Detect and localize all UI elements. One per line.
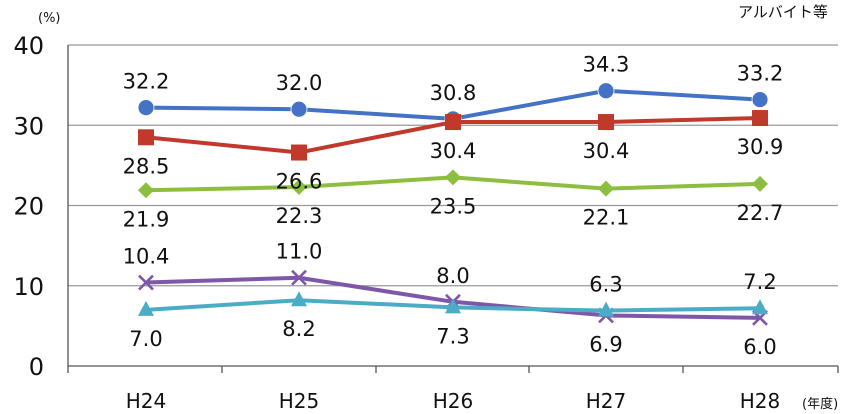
y-tick-label: 20 — [13, 193, 44, 221]
data-point — [752, 110, 768, 127]
x-axis-unit: (年度) — [802, 396, 838, 412]
data-point — [445, 298, 461, 314]
data-point — [598, 114, 614, 131]
data-label: 30.8 — [430, 81, 477, 105]
data-label: 26.6 — [276, 170, 323, 194]
data-point — [597, 82, 615, 100]
legend-fragment: アルバイト等 — [738, 3, 828, 21]
data-point — [291, 291, 307, 307]
data-point — [291, 269, 307, 286]
data-label: 34.3 — [583, 53, 630, 77]
data-label: 10.4 — [123, 245, 170, 269]
data-point — [138, 274, 154, 291]
data-label: 30.4 — [430, 139, 477, 163]
x-tick-label: H24 — [126, 389, 167, 413]
data-point — [752, 175, 768, 192]
data-point — [138, 300, 154, 316]
data-label: 7.3 — [436, 324, 469, 348]
data-point — [445, 114, 461, 131]
data-point — [752, 299, 768, 315]
data-point — [445, 169, 461, 186]
data-label: 21.9 — [123, 207, 170, 231]
y-tick-label: 40 — [13, 32, 44, 60]
y-tick-label: 0 — [29, 353, 44, 381]
data-label: 11.0 — [276, 240, 323, 264]
data-label: 7.2 — [743, 270, 776, 294]
y-tick-label: 10 — [13, 273, 44, 301]
data-point — [291, 179, 307, 196]
data-point — [598, 180, 614, 197]
data-point — [138, 182, 154, 199]
data-label: 23.5 — [430, 194, 477, 218]
data-label: 32.0 — [276, 71, 323, 95]
y-axis: 0 10 20 30 40 — [13, 32, 69, 381]
data-label: 22.1 — [583, 206, 630, 230]
data-label: 6.3 — [589, 273, 622, 297]
x-tick-label: H26 — [433, 389, 474, 413]
data-label: 30.9 — [737, 135, 784, 159]
data-point — [291, 144, 307, 161]
data-label: 33.2 — [737, 62, 784, 86]
data-point — [290, 100, 308, 118]
x-tick-label: H27 — [586, 389, 627, 413]
data-point — [138, 129, 154, 146]
data-point — [137, 99, 155, 116]
data-label: 32.2 — [123, 70, 170, 94]
data-label: 28.5 — [123, 154, 170, 178]
data-label: 7.0 — [129, 327, 162, 351]
x-axis: H24 H25 H26 H27 H28 — [67, 365, 839, 413]
x-tick-label: H28 — [740, 389, 781, 413]
series-group — [137, 82, 769, 326]
data-point — [751, 91, 769, 108]
x-tick-label: H25 — [279, 389, 320, 413]
y-axis-unit: (%) — [38, 11, 61, 26]
data-label: 8.2 — [282, 317, 315, 341]
data-label: 22.7 — [737, 201, 784, 225]
data-labels: 32.2 32.0 30.8 34.3 33.2 28.5 26.6 30.4 30.4 30.9… — [123, 53, 784, 359]
y-tick-label: 30 — [13, 112, 44, 140]
data-label: 6.9 — [589, 332, 622, 356]
data-label: 30.4 — [583, 139, 630, 163]
data-point — [598, 301, 614, 317]
data-label: 22.3 — [276, 204, 323, 228]
data-label: 6.0 — [743, 335, 776, 359]
data-label: 8.0 — [436, 264, 469, 288]
